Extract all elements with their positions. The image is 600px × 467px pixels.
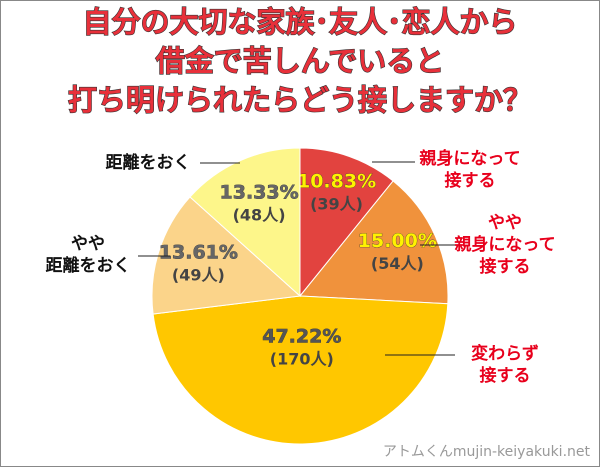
chart-title: 自分の大切な家族･友人･恋人から (82, 5, 517, 39)
count-label: (39人) (310, 194, 363, 213)
count-label: (49人) (172, 265, 225, 284)
value-label: 13.33% (220, 182, 299, 204)
count-label: (48人) (233, 206, 286, 225)
category-label: 親身になって接する (419, 148, 520, 191)
pie-slice (152, 295, 449, 445)
category-label: 距離をおく (106, 152, 191, 173)
pie-slice (189, 147, 301, 298)
chart-title: 借金で苦しんでいると (155, 44, 445, 78)
pie-slice (151, 196, 302, 315)
value-label: 15.00% (358, 230, 437, 252)
category-label: やや距離をおく (46, 234, 131, 276)
count-label: (54人) (371, 254, 424, 273)
watermark: アトムくんmujin-keiyakuki.net (383, 444, 591, 460)
category-label: やや親身になって接する (454, 213, 555, 277)
value-label: 10.83% (297, 170, 376, 192)
pie-slice (299, 147, 394, 298)
pie-slice (298, 180, 449, 305)
count-label: (170人) (270, 349, 334, 368)
value-label: 47.22% (262, 325, 341, 347)
chart-title: 打ち明けられたらどう接しますか？ (68, 83, 532, 117)
value-label: 13.61% (159, 241, 238, 263)
category-label: 変わらず接する (471, 343, 539, 386)
